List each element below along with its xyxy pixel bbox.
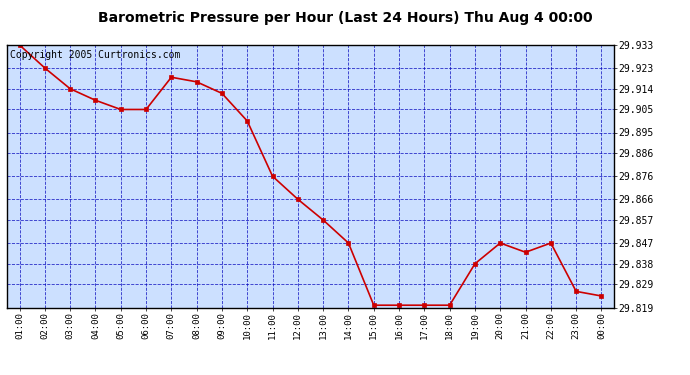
Text: Barometric Pressure per Hour (Last 24 Hours) Thu Aug 4 00:00: Barometric Pressure per Hour (Last 24 Ho… [98,11,592,25]
Text: Copyright 2005 Curtronics.com: Copyright 2005 Curtronics.com [10,50,180,60]
